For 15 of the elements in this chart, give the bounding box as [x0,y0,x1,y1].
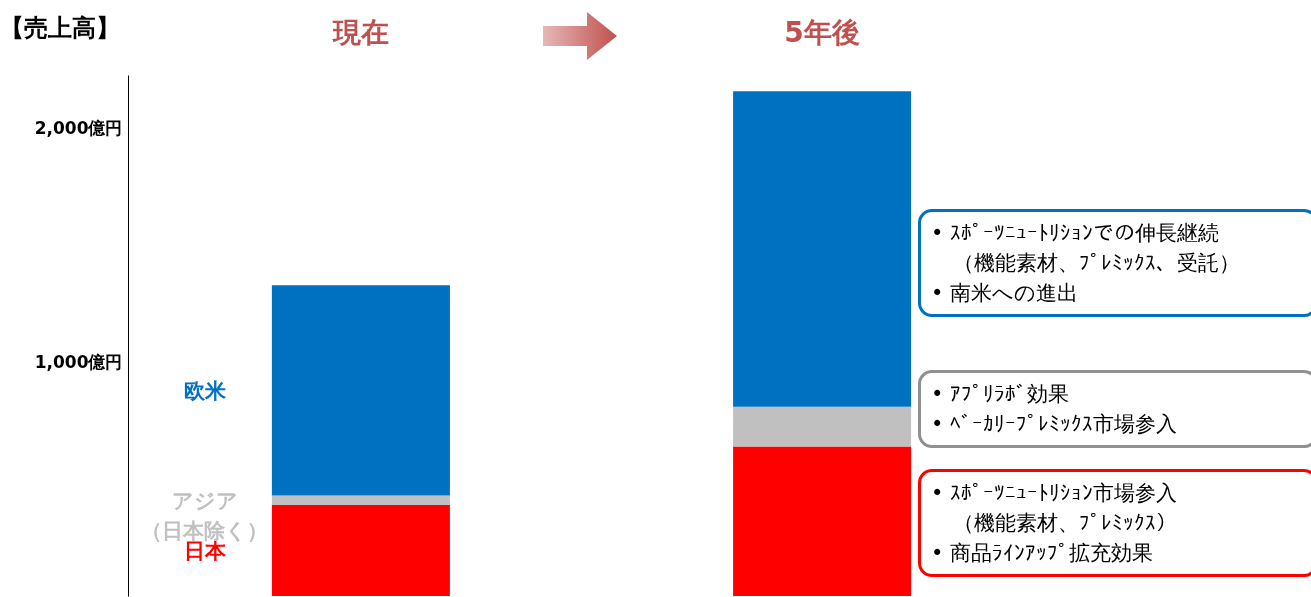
x-tick-label: 現在 [331,15,389,49]
bar [271,495,450,505]
y-tick-label: 1,000億円 [34,351,123,372]
bar [271,504,450,596]
annotation: • ｽﾎﾟｰﾂﾆｭｰﾄﾘｼｮﾝ市場参入（機能素材、ﾌﾟﾚﾐｯｸｽ） • 商品ﾗｲﾝｱｯﾌﾟ拡充効果 [931,480,1179,567]
chart-title: 【売上高】 [0,14,120,42]
annotation: • ｱﾌﾟﾘﾗﾎﾞ効果 • ﾍﾞｰｶﾘｰﾌﾟﾚﾐｯｸｽ市場参入 [931,381,1179,438]
bar [733,406,912,447]
bar [733,446,912,596]
y-tick-label: 2,000億円 [34,118,123,139]
bar [271,285,450,496]
text: 欧米 [183,379,227,404]
bar [733,91,912,407]
annotation: • ｽﾎﾟｰﾂﾆｭｰﾄﾘｼｮﾝでの伸長継続（機能素材、ﾌﾟﾚﾐｯｸｽ、受託） • 南米への進出 [931,220,1241,307]
x-tick-label: 5年後 [784,15,860,49]
